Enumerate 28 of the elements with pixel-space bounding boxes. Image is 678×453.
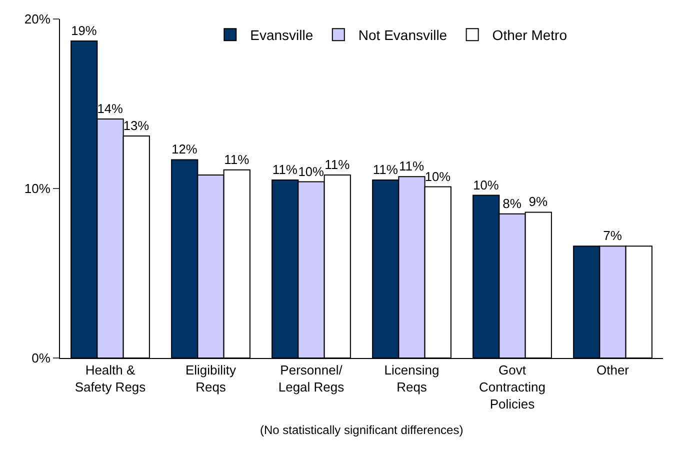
data-label: 14% <box>97 101 123 116</box>
text: (No statistically significant differences) <box>260 423 464 437</box>
data-label: 19% <box>71 23 97 38</box>
data-label: 7% <box>603 228 622 244</box>
x-tick-label: Other <box>596 362 630 378</box>
legend-label: Evansville <box>250 27 314 44</box>
data-label: 11% <box>372 162 398 178</box>
data-label: 10% <box>298 164 324 179</box>
y-tick-label: 10% <box>24 181 51 196</box>
data-label: 12% <box>172 142 198 157</box>
data-label: 11% <box>224 152 250 167</box>
y-tick-label: 20% <box>24 12 51 27</box>
x-tick-label: Eligibility Reqs <box>185 362 237 394</box>
legend-label: Not Evansville <box>358 27 448 44</box>
data-label: 9% <box>528 194 548 210</box>
data-label: 13% <box>123 118 150 133</box>
data-label: 11% <box>272 162 298 178</box>
x-tick-label: Health & Safety Regs <box>74 362 146 394</box>
data-label: 11% <box>324 156 350 172</box>
legend-label: Other Metro <box>492 27 568 44</box>
x-tick-label: Govt Contracting Policies <box>479 362 546 412</box>
x-tick-label: Licensing Reqs <box>384 362 440 394</box>
x-tick-label: Personnel/ Legal Regs <box>278 362 345 394</box>
data-label: 10% <box>473 177 499 192</box>
y-tick-label: 0% <box>32 350 51 366</box>
data-label: 8% <box>502 196 522 211</box>
data-label: 10% <box>424 168 451 184</box>
data-label: 11% <box>399 158 425 174</box>
